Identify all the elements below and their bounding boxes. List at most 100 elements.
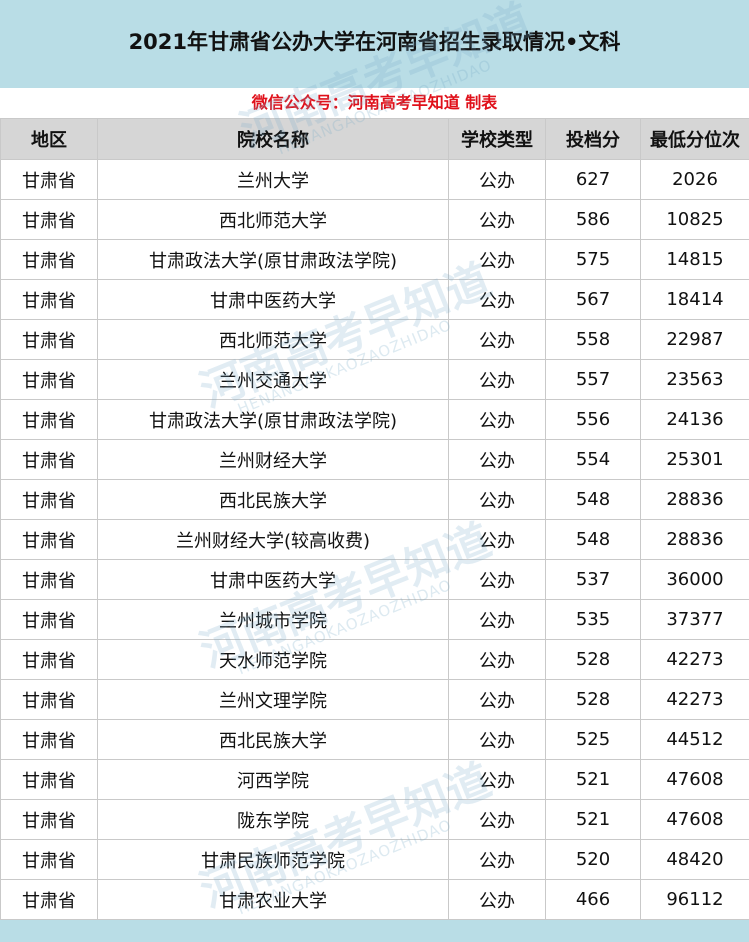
row: 甘肃省 兰州城市学院 公办 535 37377 xyxy=(0,599,749,640)
row: 甘肃省 西北师范大学 公办 586 10825 xyxy=(0,199,749,240)
cell: 河西学院 xyxy=(97,759,449,800)
cell: 36000 xyxy=(640,559,749,600)
cell: 公办 xyxy=(448,879,546,920)
header-cell: 学校类型 xyxy=(448,118,546,160)
bottom-band xyxy=(0,920,749,942)
cell: 627 xyxy=(545,159,641,200)
row: 甘肃省 天水师范学院 公办 528 42273 xyxy=(0,639,749,680)
header-cell: 院校名称 xyxy=(97,118,449,160)
cell: 586 xyxy=(545,199,641,240)
cell: 公办 xyxy=(448,639,546,680)
row: 甘肃省 甘肃中医药大学 公办 567 18414 xyxy=(0,279,749,320)
cell: 525 xyxy=(545,719,641,760)
cell: 兰州财经大学(较高收费) xyxy=(97,519,449,560)
cell: 22987 xyxy=(640,319,749,360)
cell: 西北师范大学 xyxy=(97,199,449,240)
cell: 甘肃民族师范学院 xyxy=(97,839,449,880)
row: 甘肃省 兰州财经大学 公办 554 25301 xyxy=(0,439,749,480)
cell: 25301 xyxy=(640,439,749,480)
cell: 甘肃中医药大学 xyxy=(97,559,449,600)
row: 甘肃省 西北师范大学 公办 558 22987 xyxy=(0,319,749,360)
cell: 公办 xyxy=(448,559,546,600)
title: 2021年甘肃省公办大学在河南省招生录取情况•文科 xyxy=(128,30,621,54)
row: 甘肃省 河西学院 公办 521 47608 xyxy=(0,759,749,800)
cell: 535 xyxy=(545,599,641,640)
cell: 公办 xyxy=(448,239,546,280)
cell: 甘肃省 xyxy=(0,679,98,720)
cell: 甘肃省 xyxy=(0,719,98,760)
cell: 兰州文理学院 xyxy=(97,679,449,720)
cell: 10825 xyxy=(640,199,749,240)
cell: 兰州大学 xyxy=(97,159,449,200)
row: 甘肃省 西北民族大学 公办 525 44512 xyxy=(0,719,749,760)
cell: 521 xyxy=(545,759,641,800)
cell: 466 xyxy=(545,879,641,920)
row: 甘肃省 兰州财经大学(较高收费) 公办 548 28836 xyxy=(0,519,749,560)
cell: 公办 xyxy=(448,519,546,560)
cell: 甘肃省 xyxy=(0,159,98,200)
row: 甘肃省 甘肃民族师范学院 公办 520 48420 xyxy=(0,839,749,880)
cell: 天水师范学院 xyxy=(97,639,449,680)
row: 甘肃省 兰州交通大学 公办 557 23563 xyxy=(0,359,749,400)
cell: 甘肃省 xyxy=(0,439,98,480)
cell: 42273 xyxy=(640,639,749,680)
row: 甘肃省 陇东学院 公办 521 47608 xyxy=(0,799,749,840)
cell: 甘肃省 xyxy=(0,879,98,920)
cell: 公办 xyxy=(448,199,546,240)
cell: 28836 xyxy=(640,479,749,520)
cell: 公办 xyxy=(448,839,546,880)
row: 甘肃省 兰州大学 公办 627 2026 xyxy=(0,159,749,200)
row: 甘肃省 甘肃农业大学 公办 466 96112 xyxy=(0,879,749,920)
cell: 557 xyxy=(545,359,641,400)
cell: 公办 xyxy=(448,599,546,640)
subtitle: 微信公众号：河南高考早知道 制表 xyxy=(251,93,498,112)
cell: 甘肃中医药大学 xyxy=(97,279,449,320)
cell: 公办 xyxy=(448,279,546,320)
title-band xyxy=(0,0,749,88)
cell: 甘肃农业大学 xyxy=(97,879,449,920)
cell: 甘肃省 xyxy=(0,639,98,680)
cell: 甘肃省 xyxy=(0,279,98,320)
cell: 甘肃省 xyxy=(0,759,98,800)
cell: 甘肃省 xyxy=(0,399,98,440)
cell: 520 xyxy=(545,839,641,880)
cell: 公办 xyxy=(448,759,546,800)
cell: 23563 xyxy=(640,359,749,400)
row: 甘肃省 西北民族大学 公办 548 28836 xyxy=(0,479,749,520)
cell: 537 xyxy=(545,559,641,600)
cell: 甘肃省 xyxy=(0,799,98,840)
cell: 甘肃政法大学(原甘肃政法学院) xyxy=(97,399,449,440)
cell: 甘肃省 xyxy=(0,519,98,560)
cell: 44512 xyxy=(640,719,749,760)
cell: 甘肃省 xyxy=(0,479,98,520)
cell: 陇东学院 xyxy=(97,799,449,840)
cell: 18414 xyxy=(640,279,749,320)
cell: 兰州财经大学 xyxy=(97,439,449,480)
cell: 甘肃省 xyxy=(0,199,98,240)
cell: 公办 xyxy=(448,679,546,720)
header-cell: 最低分位次 xyxy=(640,118,749,160)
cell: 554 xyxy=(545,439,641,480)
cell: 47608 xyxy=(640,759,749,800)
cell: 公办 xyxy=(448,159,546,200)
cell: 47608 xyxy=(640,799,749,840)
cell: 兰州城市学院 xyxy=(97,599,449,640)
cell: 公办 xyxy=(448,479,546,520)
cell: 548 xyxy=(545,519,641,560)
cell: 528 xyxy=(545,639,641,680)
cell: 西北师范大学 xyxy=(97,319,449,360)
row: 甘肃省 兰州文理学院 公办 528 42273 xyxy=(0,679,749,720)
cell: 公办 xyxy=(448,439,546,480)
header-cell: 地区 xyxy=(0,118,98,160)
cell: 甘肃省 xyxy=(0,839,98,880)
cell: 兰州交通大学 xyxy=(97,359,449,400)
cell: 575 xyxy=(545,239,641,280)
cell: 甘肃省 xyxy=(0,239,98,280)
cell: 西北民族大学 xyxy=(97,719,449,760)
cell: 甘肃省 xyxy=(0,319,98,360)
cell: 公办 xyxy=(448,719,546,760)
cell: 公办 xyxy=(448,399,546,440)
cell: 42273 xyxy=(640,679,749,720)
cell: 14815 xyxy=(640,239,749,280)
header-cell: 投档分 xyxy=(545,118,641,160)
